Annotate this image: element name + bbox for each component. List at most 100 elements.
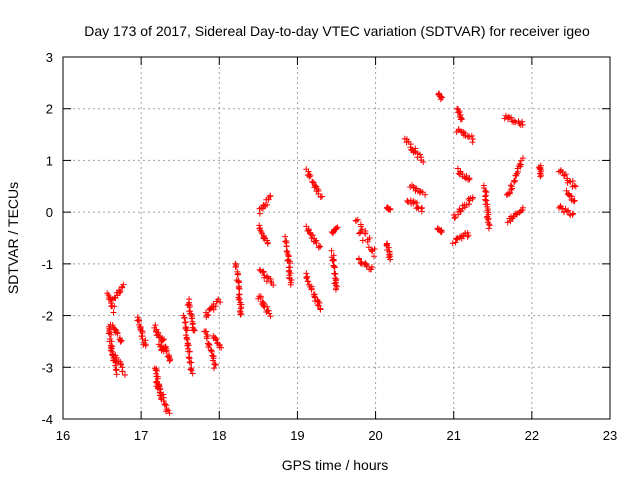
data-point	[308, 285, 315, 292]
data-point	[268, 278, 274, 285]
data-point	[218, 344, 225, 351]
data-point	[452, 214, 459, 221]
data-point	[330, 257, 337, 263]
data-point	[211, 365, 217, 372]
y-tick-label: 1	[46, 153, 53, 168]
data-point	[315, 302, 322, 309]
data-point	[316, 243, 323, 249]
data-point	[261, 274, 268, 281]
data-point	[153, 326, 160, 333]
x-tick-label: 22	[525, 428, 539, 443]
data-point	[190, 326, 197, 333]
data-point	[114, 330, 121, 337]
data-point	[137, 323, 144, 330]
data-point	[112, 362, 119, 369]
data-point	[332, 286, 339, 293]
data-point	[483, 197, 490, 204]
data-point	[166, 410, 173, 417]
data-point	[188, 365, 195, 372]
data-point	[466, 133, 473, 140]
data-point	[330, 229, 337, 236]
data-point	[257, 294, 264, 301]
data-point	[109, 322, 116, 329]
data-point	[119, 284, 126, 291]
data-point	[202, 328, 209, 335]
data-point	[511, 178, 518, 185]
data-point	[483, 189, 490, 196]
data-point	[266, 310, 273, 317]
data-point	[387, 256, 394, 263]
data-point	[449, 240, 456, 247]
data-point	[163, 348, 170, 355]
data-point	[163, 347, 170, 354]
data-point	[167, 357, 173, 364]
data-point	[457, 208, 464, 215]
data-point	[438, 228, 445, 235]
data-point	[570, 210, 577, 217]
data-point	[519, 118, 526, 125]
data-point	[113, 371, 120, 378]
data-point	[501, 115, 508, 122]
data-point	[469, 139, 476, 146]
data-point	[267, 313, 274, 320]
data-point	[420, 159, 427, 165]
data-point	[108, 338, 115, 345]
data-point	[316, 300, 323, 306]
data-point	[569, 178, 576, 184]
data-point	[205, 312, 212, 319]
data-point	[152, 322, 159, 329]
data-point	[317, 243, 324, 250]
data-point	[486, 222, 493, 229]
data-point	[416, 189, 423, 196]
data-point	[183, 326, 190, 332]
data-point	[371, 246, 378, 252]
data-point	[120, 281, 127, 288]
data-point	[210, 306, 217, 313]
data-point	[355, 256, 362, 263]
data-point	[283, 248, 290, 254]
y-tick-label: -2	[41, 309, 53, 324]
data-point	[206, 341, 213, 348]
x-tick-label: 21	[446, 428, 460, 443]
data-point	[451, 215, 458, 222]
data-point	[466, 176, 473, 183]
data-point	[452, 239, 459, 246]
data-point	[186, 348, 193, 355]
data-point	[181, 314, 188, 321]
data-point	[560, 209, 567, 216]
data-point	[209, 303, 216, 310]
data-point	[260, 268, 267, 275]
data-point	[106, 329, 113, 336]
data-point	[264, 239, 271, 246]
x-tick-label: 20	[368, 428, 382, 443]
data-point	[287, 281, 294, 288]
data-point	[485, 225, 492, 232]
data-point	[519, 121, 526, 128]
x-tick-label: 16	[56, 428, 70, 443]
y-tick-label: 3	[46, 50, 53, 65]
data-point	[404, 197, 411, 204]
data-point	[559, 169, 566, 175]
data-point	[285, 268, 292, 275]
data-point	[109, 348, 116, 355]
data-point	[184, 327, 190, 334]
data-point	[257, 227, 264, 234]
data-point	[504, 219, 511, 226]
data-point	[264, 303, 270, 310]
data-point	[414, 204, 421, 211]
data-point	[232, 263, 239, 270]
data-point	[184, 342, 191, 349]
data-point	[313, 240, 320, 246]
y-tick-label: 2	[46, 102, 53, 117]
data-point	[119, 368, 126, 375]
y-tick-label: -4	[41, 412, 53, 427]
data-point	[209, 357, 216, 364]
data-point	[308, 235, 315, 242]
data-point	[191, 327, 198, 334]
x-tick-label: 17	[134, 428, 148, 443]
y-tick-label: -1	[41, 257, 53, 272]
plot-frame	[62, 56, 611, 420]
chart-title: Day 173 of 2017, Sidereal Day-to-day VTE…	[84, 23, 590, 39]
